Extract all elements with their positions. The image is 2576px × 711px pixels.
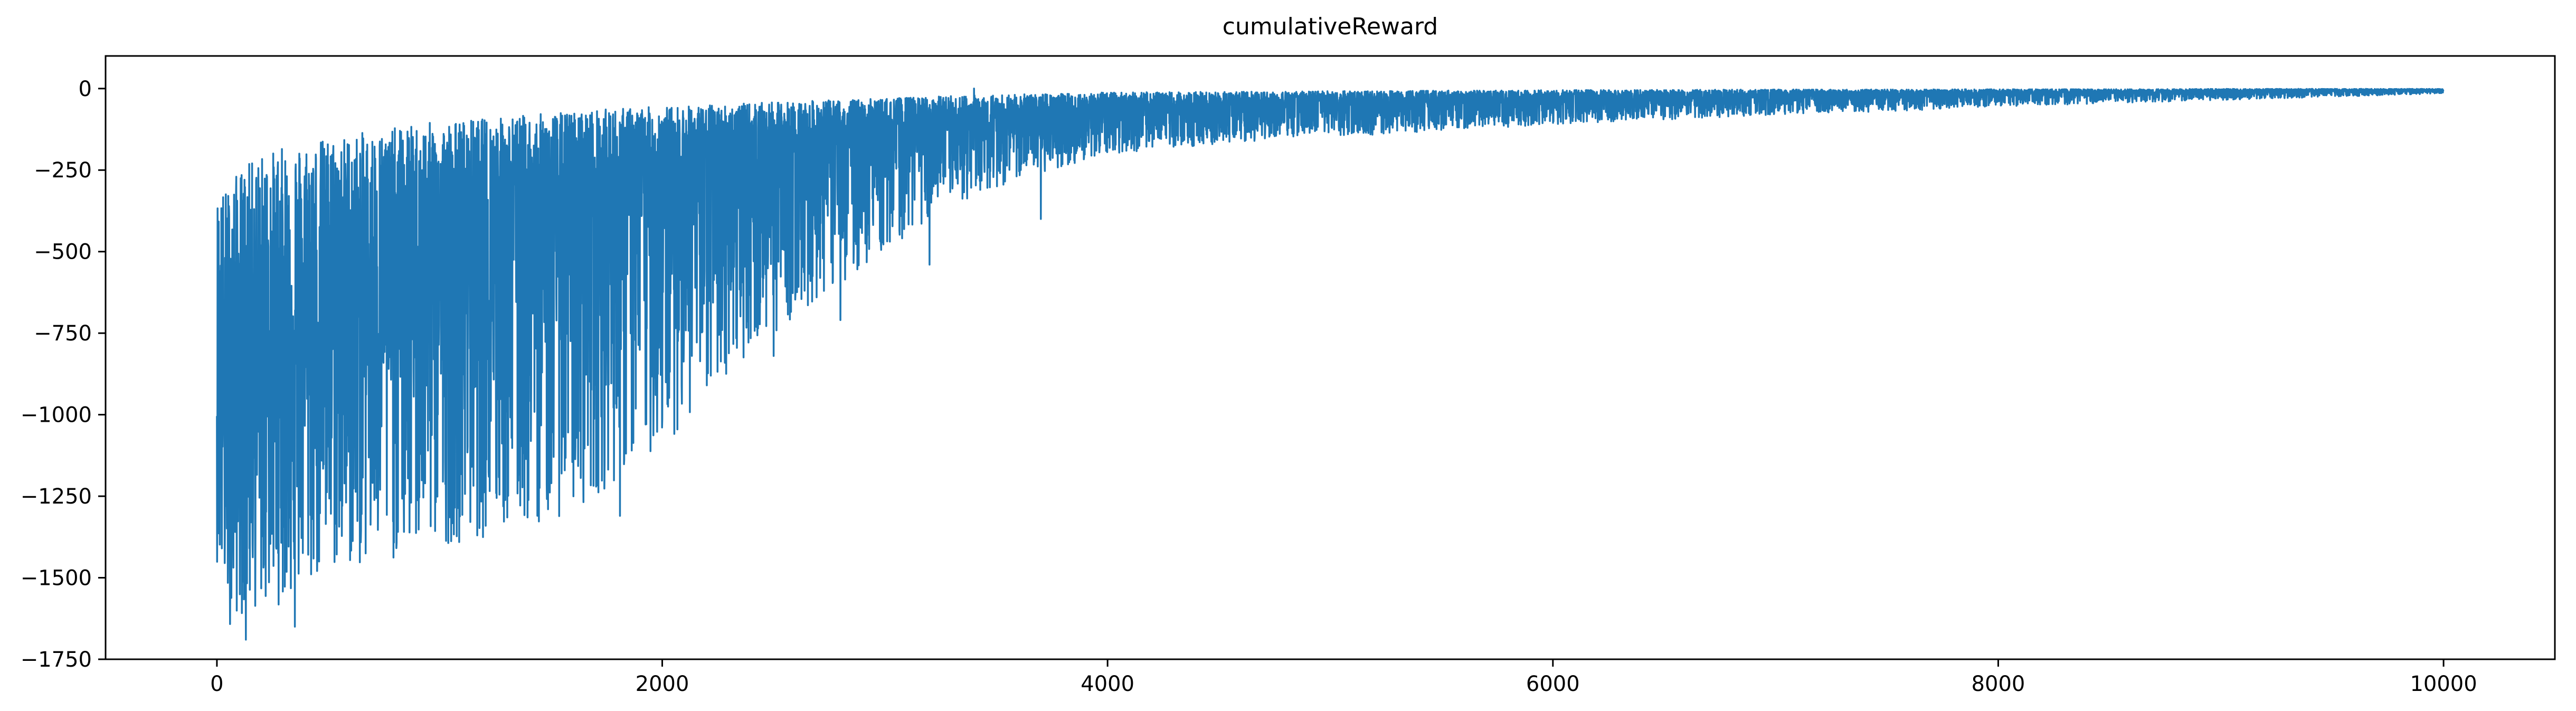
x-tick-label: 6000 <box>1526 672 1580 696</box>
x-tick-label: 2000 <box>636 672 689 696</box>
chart-title: cumulativeReward <box>1223 13 1438 40</box>
y-axis: 0 −250 −500 −750 −1000 −1250 −1500 −1750 <box>21 77 106 672</box>
x-axis: 0 2000 4000 6000 8000 10000 <box>210 659 2477 696</box>
series-layer <box>216 88 2445 641</box>
series-line <box>216 88 2445 641</box>
y-tick-label: −1750 <box>21 648 92 672</box>
y-tick-label: −1250 <box>21 485 92 509</box>
y-tick-label: −1500 <box>21 566 92 591</box>
y-tick-label: −750 <box>34 321 92 346</box>
x-tick-label: 4000 <box>1081 672 1134 696</box>
x-tick-label: 8000 <box>1972 672 2025 696</box>
y-tick-label: −1000 <box>21 403 92 428</box>
plot-frame <box>105 55 2556 660</box>
x-tick-label: 0 <box>210 672 223 696</box>
y-tick-label: −500 <box>34 240 92 264</box>
x-tick-label: 10000 <box>2410 672 2477 696</box>
y-tick-label: −250 <box>34 158 92 183</box>
y-tick-label: 0 <box>79 77 92 101</box>
